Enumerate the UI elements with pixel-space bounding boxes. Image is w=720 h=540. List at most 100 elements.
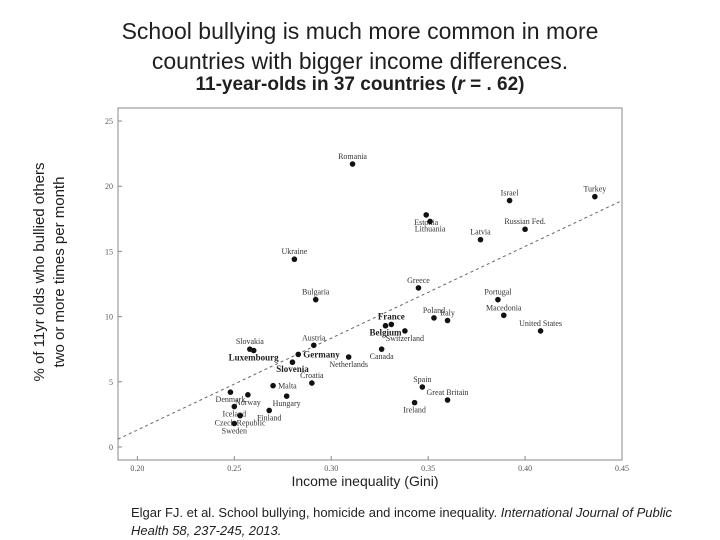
point-label-netherlands: Netherlands <box>329 360 368 369</box>
chart-subtitle: 11-year-olds in 37 countries (r = . 62) <box>0 74 720 96</box>
x-tick-label: 0.45 <box>615 464 629 473</box>
point-label-ukraine: Ukraine <box>282 247 308 256</box>
point-label-canada: Canada <box>370 352 394 361</box>
point-label-russian-fed: Russian Fed. <box>504 217 545 226</box>
point-spain <box>419 384 426 390</box>
y-tick-label: 0 <box>109 443 113 452</box>
point-label-estonia: Estonia <box>414 218 438 227</box>
point-label-lithuania: Lithuania <box>415 224 446 233</box>
point-lithuania <box>427 218 433 225</box>
point-label-spain: Spain <box>413 375 431 384</box>
point-czech-republic <box>237 412 243 419</box>
data-points: Romania Turkey Israel Estonia Russian Fed. Li… <box>215 152 607 435</box>
point-germany <box>295 351 302 358</box>
point-label-france: France <box>378 311 405 321</box>
point-label-czech-republic: Czech Republic <box>215 419 266 428</box>
axes: 0 5 10 15 20 25 0.20 0.25 0.30 0.35 0.40 0.45 <box>105 117 629 473</box>
citation-text: Elgar FJ. et al. School bullying, homici… <box>131 505 501 520</box>
point-ukraine <box>291 256 298 263</box>
point-label-bulgaria: Bulgaria <box>302 288 330 297</box>
point-label-greece: Greece <box>407 276 430 285</box>
point-label-switzerland: Switzerland <box>386 334 424 343</box>
point-finland <box>266 407 273 414</box>
point-norway <box>245 392 251 398</box>
point-france <box>388 321 395 328</box>
point-denmark <box>227 389 234 396</box>
point-canada <box>378 346 385 352</box>
point-label-great-britain: Great Britain <box>427 388 469 397</box>
subtitle-r: r <box>457 74 465 95</box>
point-label-sweden: Sweden <box>222 426 247 435</box>
point-label-hungary: Hungary <box>273 399 301 408</box>
point-macedonia <box>500 312 507 319</box>
point-iceland <box>231 403 238 410</box>
point-belgium <box>382 322 389 329</box>
x-tick-label: 0.30 <box>324 464 338 473</box>
point-latvia <box>477 236 484 243</box>
point-label-malta: Malta <box>278 382 297 391</box>
point-portugal <box>495 296 501 303</box>
point-netherlands <box>345 354 352 360</box>
point-malta <box>270 382 276 389</box>
point-luxembourg <box>250 347 257 354</box>
y-tick-label: 15 <box>105 247 113 256</box>
point-label-belgium: Belgium <box>369 328 402 338</box>
point-label-latvia: Latvia <box>470 228 491 237</box>
point-united-states <box>537 328 544 334</box>
point-label-germany: Germany <box>303 349 340 359</box>
point-label-turkey: Turkey <box>583 185 606 194</box>
citation-journal: International Journal of Public Health 5… <box>131 505 673 538</box>
x-tick-label: 0.40 <box>518 464 532 473</box>
chart-title-line-1: School bullying is much more common in m… <box>121 18 599 44</box>
subtitle-prefix: 11-year-olds in 37 countries ( <box>195 74 458 95</box>
point-label-norway: Norway <box>235 398 261 407</box>
point-croatia <box>309 380 315 386</box>
point-bulgaria <box>312 296 319 303</box>
point-label-iceland: Iceland <box>223 410 247 419</box>
point-israel <box>506 197 513 204</box>
point-label-united-states: United States <box>519 319 562 328</box>
chart-title: School bullying is much more common in m… <box>0 16 720 76</box>
point-russian-fed <box>522 226 528 233</box>
point-label-slovenia: Slovenia <box>276 364 309 374</box>
point-slovenia <box>289 359 296 366</box>
point-label-denmark: Denmark <box>216 395 246 404</box>
point-italy <box>444 317 451 324</box>
point-label-portugal: Portugal <box>484 288 512 297</box>
chart-title-line-2: countries with bigger income differences… <box>151 48 569 74</box>
point-great-britain <box>444 397 451 403</box>
point-label-italy: Italy <box>440 309 455 318</box>
point-romania <box>349 161 356 167</box>
plot-frame <box>117 107 623 461</box>
point-label-israel: Israel <box>501 189 520 198</box>
point-greece <box>415 285 422 291</box>
point-label-slovakia: Slovakia <box>236 337 264 346</box>
y-tick-label: 5 <box>109 378 113 387</box>
citation: Elgar FJ. et al. School bullying, homici… <box>131 504 691 540</box>
point-estonia <box>423 212 430 218</box>
point-ireland <box>411 399 418 406</box>
point-label-romania: Romania <box>338 152 367 161</box>
point-label-austria: Austria <box>302 333 326 342</box>
point-switzerland <box>402 328 408 334</box>
point-hungary <box>283 393 290 399</box>
point-turkey <box>592 193 598 200</box>
point-label-luxembourg: Luxembourg <box>229 352 280 362</box>
x-tick-label: 0.20 <box>130 464 144 473</box>
point-label-macedonia: Macedonia <box>486 303 522 312</box>
point-sweden <box>231 420 238 427</box>
x-tick-label: 0.35 <box>421 464 435 473</box>
subtitle-suffix: = . 62) <box>464 74 525 95</box>
y-tick-label: 20 <box>105 182 113 191</box>
trend-line <box>117 200 623 440</box>
x-tick-label: 0.25 <box>227 464 241 473</box>
x-axis-label: Income inequality (Gini) <box>291 473 439 489</box>
y-tick-label: 25 <box>105 117 113 126</box>
point-label-croatia: Croatia <box>300 371 324 380</box>
point-poland <box>431 315 437 321</box>
y-tick-label: 10 <box>105 313 113 322</box>
point-austria <box>310 342 317 349</box>
point-label-finland: Finland <box>257 413 281 422</box>
point-label-ireland: Ireland <box>403 406 426 415</box>
